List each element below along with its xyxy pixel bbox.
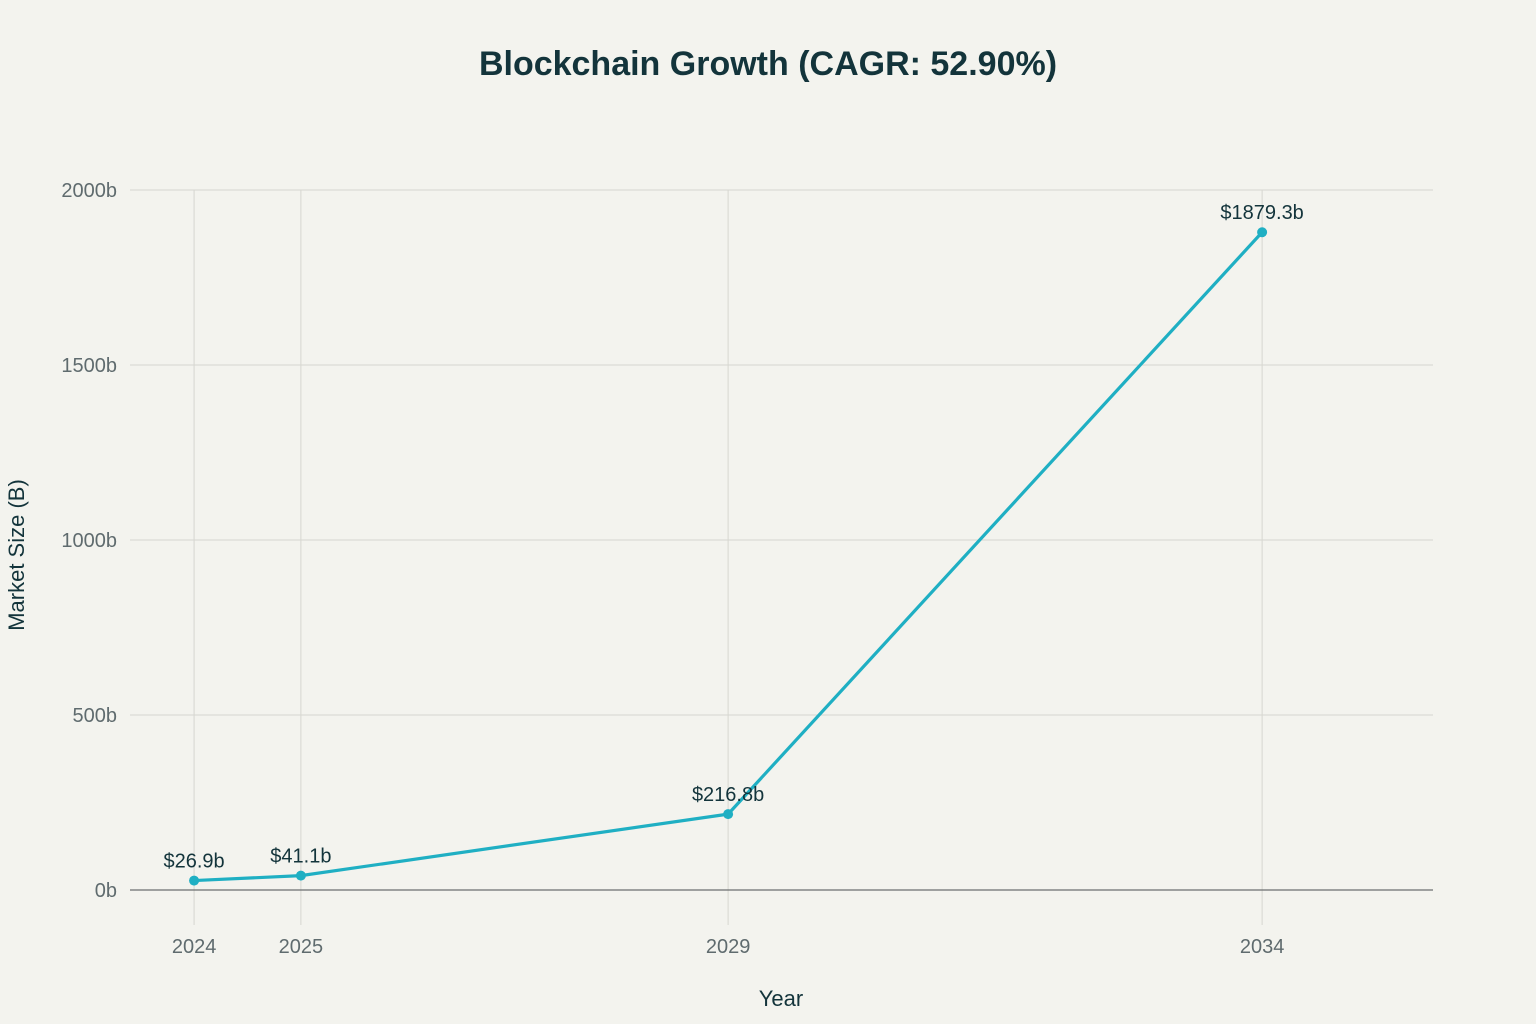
y-axis-title: Market Size (B) xyxy=(4,479,29,631)
x-tick-label: 2025 xyxy=(279,936,324,958)
x-tick-label: 2029 xyxy=(706,936,751,958)
y-tick-label: 1500b xyxy=(61,355,117,377)
data-point[interactable] xyxy=(295,870,306,881)
y-tick-label: 500b xyxy=(73,705,118,727)
data-label: $26.9b xyxy=(163,851,224,873)
y-tick-label: 0b xyxy=(95,880,117,902)
x-tick-label: 2034 xyxy=(1240,936,1285,958)
x-tick-label: 2024 xyxy=(172,936,217,958)
x-axis-title: Year xyxy=(759,986,803,1011)
y-tick-label: 1000b xyxy=(61,530,117,552)
data-point[interactable] xyxy=(1257,227,1268,238)
data-label: $216.8b xyxy=(692,784,764,806)
axes: 2024 2025 2029 2034 0b 500b 1000b 1500b 2000b xyxy=(61,180,1284,958)
series-line xyxy=(192,230,1264,883)
data-point[interactable] xyxy=(189,875,200,886)
series xyxy=(189,227,1268,886)
data-label: $1879.3b xyxy=(1220,202,1303,224)
gridlines xyxy=(130,189,1433,925)
data-labels: $26.9b $41.1b $216.8b $1879.3b xyxy=(163,202,1303,872)
data-point[interactable] xyxy=(723,809,734,820)
chart-title: Blockchain Growth (CAGR: 52.90%) xyxy=(479,45,1057,83)
data-label: $41.1b xyxy=(270,846,331,868)
y-tick-label: 2000b xyxy=(61,180,117,202)
